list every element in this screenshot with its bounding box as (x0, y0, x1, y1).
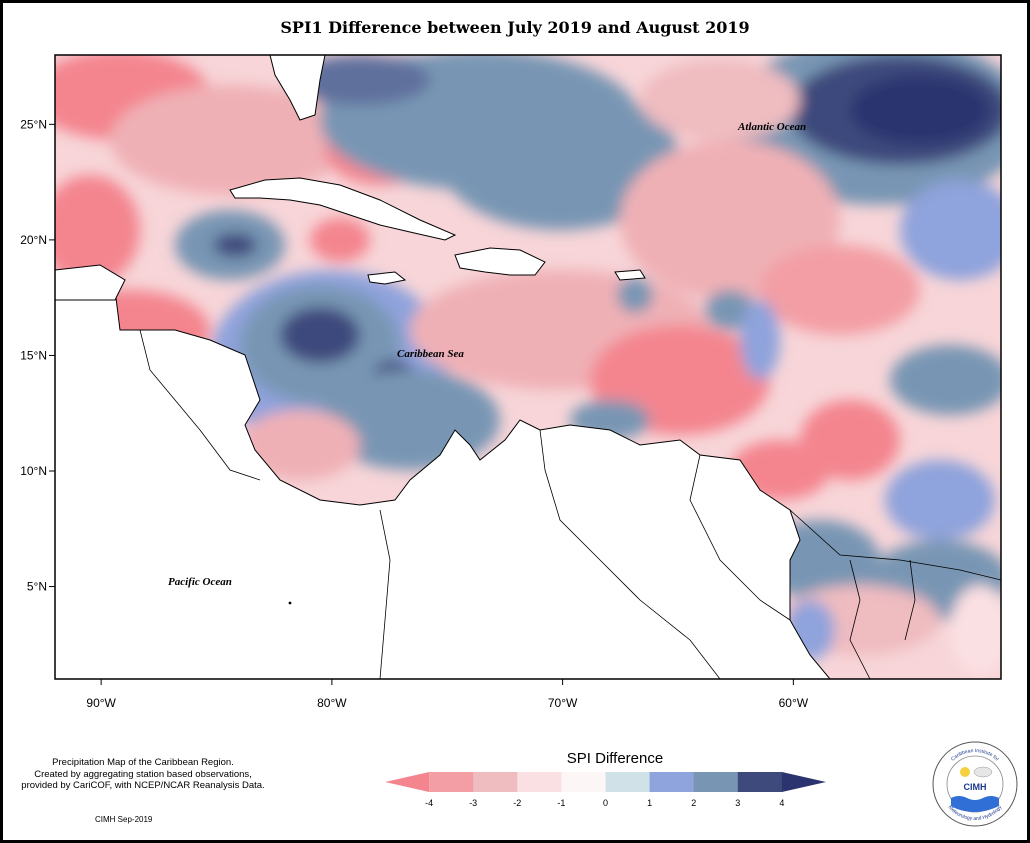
y-tick-label: 15°N (20, 348, 47, 362)
legend-tick-label: -1 (557, 798, 565, 808)
water-icon (951, 796, 999, 812)
map-border (54, 54, 1002, 680)
legend-colorbar: -4 -3 -2 -1 0 1 2 3 4 (385, 772, 826, 808)
legend-swatch (385, 772, 430, 792)
caribbean-sea-label: Caribbean Sea (397, 348, 464, 360)
x-tick-label: 90°W (86, 696, 116, 710)
legend-title: SPI Difference (566, 750, 664, 767)
y-tick-label: 5°N (27, 580, 47, 594)
map-title: SPI1 Difference between July 2019 and Au… (280, 18, 750, 37)
caption-line-3: provided by CariCOF, with NCEP/NCAR Rean… (21, 780, 265, 791)
map-caption: Precipitation Map of the Caribbean Regio… (8, 757, 278, 792)
cloud-icon (973, 766, 993, 778)
legend-tick-label: 4 (779, 798, 784, 808)
sun-icon (960, 767, 970, 777)
land-masses (55, 55, 831, 679)
legend-swatch (737, 772, 783, 792)
country-borders (139, 329, 1001, 679)
logo-center-text: CIMH (964, 782, 987, 792)
credit-text: CIMH Sep-2019 (95, 815, 153, 824)
y-tick-label: 10°N (20, 464, 47, 478)
x-axis-ticks: 90°W 80°W 70°W 60°W (86, 679, 809, 710)
y-tick-label: 25°N (20, 117, 47, 131)
legend-swatch (605, 772, 651, 792)
legend-swatch (649, 772, 695, 792)
legend-tick-label: 1 (647, 798, 652, 808)
x-tick-label: 80°W (317, 696, 347, 710)
legend-tick-label: 3 (735, 798, 740, 808)
legend-tick-label: 2 (691, 798, 696, 808)
legend-swatch (517, 772, 562, 792)
legend-swatch (561, 772, 606, 792)
legend-tick-label: 0 (603, 798, 608, 808)
caption-line-1: Precipitation Map of the Caribbean Regio… (52, 757, 234, 768)
legend-swatch (781, 772, 826, 792)
y-tick-label: 20°N (20, 233, 47, 247)
legend-swatch (429, 772, 474, 792)
legend-swatch (693, 772, 739, 792)
caption-line-2: Created by aggregating station based obs… (34, 768, 252, 780)
y-axis-ticks: 25°N 20°N 15°N 10°N 5°N (20, 117, 55, 594)
pacific-ocean-label: Pacific Ocean (168, 576, 232, 588)
x-tick-label: 70°W (548, 696, 578, 710)
legend-tick-label: -4 (425, 798, 433, 808)
legend-tick-label: -2 (513, 798, 521, 808)
x-tick-label: 60°W (779, 696, 809, 710)
spi-field (55, 55, 1001, 679)
atlantic-ocean-label: Atlantic Ocean (737, 121, 806, 133)
legend-tick-label: -3 (469, 798, 477, 808)
cimh-logo: Caribbean Institute for Meteorology and … (932, 741, 1018, 827)
legend-swatch (473, 772, 518, 792)
